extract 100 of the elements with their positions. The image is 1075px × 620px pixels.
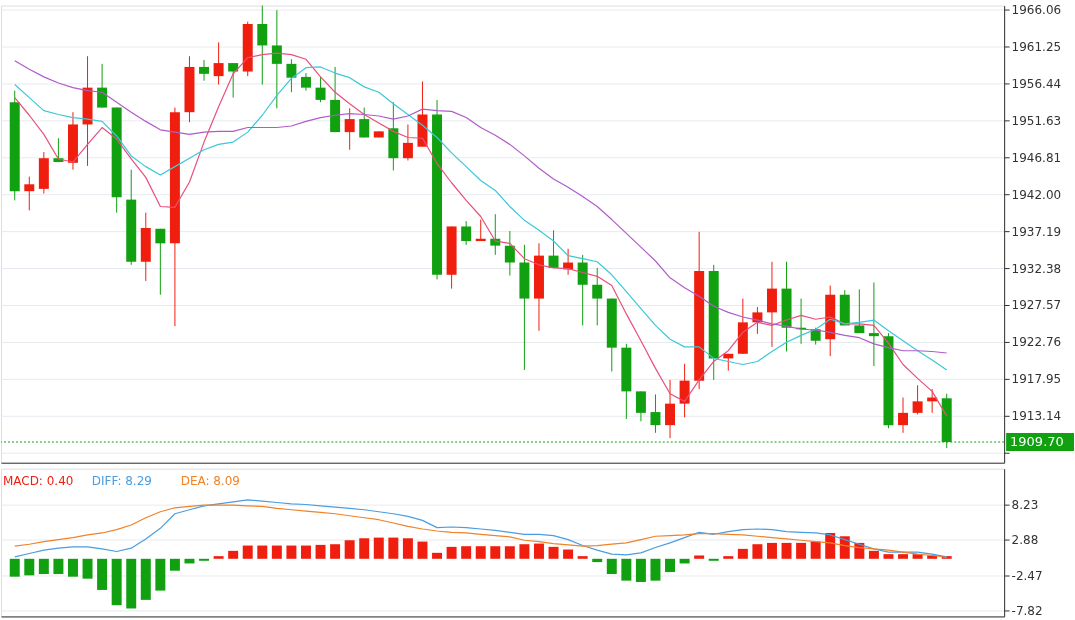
bar [213, 556, 224, 559]
bar [402, 538, 413, 559]
y-tick-label: -2.47 [1011, 568, 1043, 583]
candlestick [359, 107, 370, 138]
candlestick [286, 58, 297, 93]
bar [592, 558, 603, 563]
bar [257, 545, 268, 559]
bar [563, 549, 574, 559]
bar [300, 545, 311, 559]
bar [694, 555, 705, 559]
bar [490, 546, 501, 559]
candlestick [650, 393, 661, 434]
candlestick [155, 228, 166, 296]
bar [766, 542, 777, 559]
bar [635, 558, 646, 582]
bar [650, 558, 661, 581]
candlestick [898, 397, 909, 434]
bar [621, 558, 632, 581]
bar [373, 537, 384, 559]
bar [344, 540, 355, 559]
bar [140, 558, 151, 600]
y-tick-label: 1946.81 [1011, 150, 1062, 165]
candlestick [344, 107, 355, 151]
candlestick [635, 390, 646, 422]
bar [359, 538, 370, 559]
text: MACD: 0.40 [2, 473, 74, 488]
candlestick [315, 76, 326, 103]
candlestick [912, 384, 923, 415]
candlestick [868, 281, 879, 367]
bar [723, 556, 734, 559]
bar [446, 546, 457, 559]
text: DIFF: 8.29 [91, 473, 152, 488]
bar [665, 558, 676, 573]
bar [228, 550, 239, 559]
y-tick-label: -7.82 [1011, 604, 1043, 619]
bar [111, 558, 122, 606]
bar [519, 544, 530, 559]
candlestick [766, 261, 777, 348]
bar [271, 545, 282, 559]
candlestick [228, 62, 239, 99]
candlestick [24, 176, 35, 211]
bar [388, 537, 399, 559]
y-tick-label: 2.88 [1011, 533, 1039, 548]
y-tick-label: 8.23 [1011, 497, 1039, 512]
bar [155, 558, 166, 591]
candlestick [592, 267, 603, 326]
y-tick-label: 1932.38 [1011, 261, 1062, 276]
bar [475, 546, 486, 559]
bar [533, 543, 544, 559]
bar [548, 546, 559, 559]
bar [577, 556, 588, 559]
y-tick-label: 1922.76 [1011, 335, 1062, 350]
bar [330, 544, 341, 559]
bar [417, 541, 428, 559]
y-tick-label: 1951.63 [1011, 113, 1062, 128]
bar [432, 552, 443, 559]
series-label: DEA: 8.09 [180, 473, 240, 488]
y-tick-label: 1937.19 [1011, 224, 1062, 239]
bar [868, 550, 879, 559]
candlestick [213, 41, 224, 86]
candlestick [402, 123, 413, 161]
bar [286, 545, 297, 559]
bar [82, 558, 93, 579]
candlestick [257, 5, 268, 86]
candlestick [97, 63, 108, 109]
ref-line-label: 1909.70 [1010, 434, 1064, 449]
bar [97, 558, 108, 590]
candlestick [577, 254, 588, 326]
bar [242, 545, 253, 559]
bar [810, 541, 821, 559]
bar [781, 542, 792, 559]
candlestick [199, 59, 210, 82]
candlestick [490, 213, 501, 256]
candlestick [271, 9, 282, 109]
bar [38, 558, 49, 575]
y-tick-label: 1917.95 [1011, 372, 1062, 387]
candlestick [665, 379, 676, 439]
bar [883, 554, 894, 559]
y-tick-label: 1956.44 [1011, 76, 1062, 91]
candlestick [679, 363, 690, 418]
bar [24, 558, 35, 576]
y-tick-label: 1961.25 [1011, 40, 1062, 55]
bar [67, 558, 78, 577]
bar [53, 558, 64, 575]
bar [315, 544, 326, 559]
bar [898, 554, 909, 559]
bar [606, 558, 617, 575]
y-tick-label: 1913.14 [1011, 409, 1062, 424]
candlestick [461, 220, 472, 246]
bar [126, 558, 137, 609]
y-tick-label: 1966.06 [1011, 3, 1062, 18]
y-tick-label: 1942.00 [1011, 187, 1062, 202]
y-tick-label: 1927.57 [1011, 298, 1062, 313]
bar [825, 532, 836, 559]
bar [796, 542, 807, 559]
bar [9, 558, 20, 577]
bar [461, 546, 472, 559]
bar [752, 544, 763, 559]
bar [737, 548, 748, 559]
bar [504, 546, 515, 559]
